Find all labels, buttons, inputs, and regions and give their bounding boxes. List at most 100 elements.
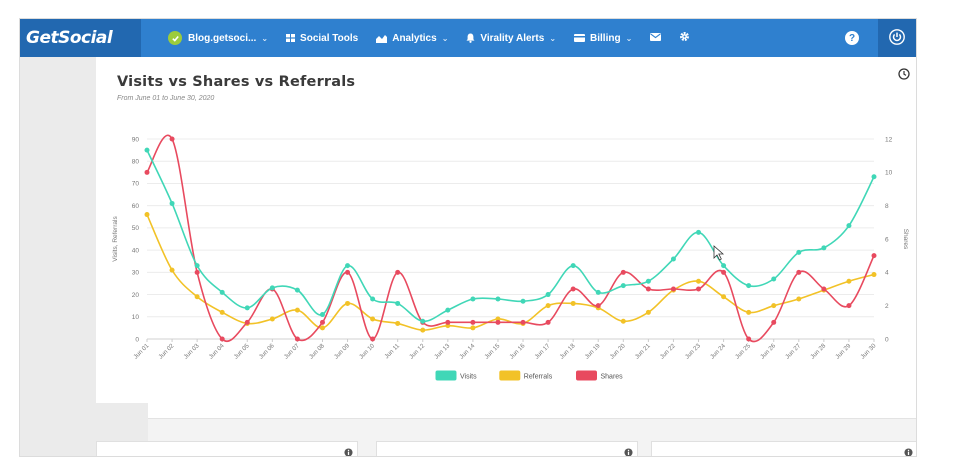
logout-button[interactable] (878, 19, 916, 57)
site-selector-label: Blog.getsoci... (188, 32, 257, 44)
data-point-referrals (144, 212, 150, 218)
x-tick-label: Jun 27 (784, 342, 802, 360)
data-point-visits (570, 263, 576, 269)
data-point-visits (470, 296, 476, 302)
data-point-shares (696, 286, 702, 292)
x-tick-label: Jun 02 (157, 342, 175, 360)
y-tick-label: 10 (132, 314, 140, 321)
x-tick-label: Jun 10 (358, 342, 376, 360)
data-point-referrals (746, 309, 752, 315)
info-icon[interactable] (344, 444, 353, 456)
x-tick-label: Jun 07 (283, 342, 301, 360)
data-point-shares (345, 269, 351, 275)
x-tick-label: Jun 01 (132, 342, 150, 360)
x-tick-label: Jun 25 (734, 342, 752, 360)
data-point-visits (169, 200, 175, 206)
site-selector[interactable]: Blog.getsoci... ⌄ (159, 19, 277, 57)
data-point-visits (420, 318, 426, 324)
data-point-visits (269, 285, 275, 291)
help-button[interactable]: ? (836, 19, 868, 57)
x-tick-label: Jun 22 (659, 342, 677, 360)
data-point-referrals (871, 272, 877, 278)
legend-label-referrals: Referrals (524, 374, 553, 381)
y-tick-label: 30 (132, 270, 140, 277)
envelope-icon (650, 32, 662, 44)
x-tick-label: Jun 21 (634, 342, 652, 360)
x-tick-label: Jun 23 (684, 342, 702, 360)
bell-icon (466, 33, 475, 43)
data-point-referrals (570, 300, 576, 306)
chevron-down-icon: ⌄ (261, 33, 269, 43)
x-tick-label: Jun 12 (408, 342, 426, 360)
data-point-referrals (545, 303, 551, 309)
chevron-down-icon: ⌄ (441, 33, 449, 43)
y2-tick-label: 2 (885, 303, 889, 310)
data-point-referrals (846, 278, 852, 284)
data-point-referrals (696, 278, 702, 284)
line-chart: 0 10 20 30 40 50 60 70 80 90 0 2 4 6 8 10 12 Visits, Refe… (112, 134, 909, 381)
data-point-shares (194, 269, 200, 275)
y-tick-label: 90 (132, 136, 140, 143)
y-tick-label: 0 (135, 336, 139, 343)
legend-label-shares: Shares (601, 374, 624, 381)
y-tick-label: 20 (132, 292, 140, 299)
x-tick-label: Jun 06 (258, 342, 276, 360)
data-point-shares (821, 286, 827, 292)
y2-tick-label: 12 (885, 136, 893, 143)
y-tick-label: 80 (132, 159, 140, 166)
nav-billing-label: Billing (590, 32, 621, 44)
x-tick-label: Jun 29 (834, 342, 852, 360)
data-point-visits (645, 278, 651, 284)
data-point-referrals (645, 309, 651, 315)
data-point-shares (144, 169, 150, 175)
data-point-visits (721, 263, 727, 269)
chart-subtitle: From June 01 to June 30, 2020 (117, 95, 215, 102)
brand-logo[interactable]: GetSocial (20, 19, 141, 57)
x-tick-label: Jun 15 (483, 342, 501, 360)
data-point-shares (294, 336, 300, 342)
data-point-visits (746, 283, 752, 289)
y-tick-label: 50 (132, 225, 140, 232)
info-icon[interactable] (904, 444, 913, 456)
data-point-visits (846, 223, 852, 229)
sidebar (20, 57, 96, 456)
y2-tick-label: 10 (885, 170, 893, 177)
data-point-visits (319, 312, 325, 318)
nav-analytics[interactable]: Analytics ⌄ (367, 19, 457, 57)
nav-billing[interactable]: Billing ⌄ (565, 19, 641, 57)
y2-tick-label: 0 (885, 336, 889, 343)
x-tick-label: Jun 28 (809, 342, 827, 360)
data-point-visits (821, 245, 827, 251)
nav-social-tools-label: Social Tools (300, 32, 359, 44)
y2-axis-title: Shares (902, 229, 909, 250)
nav-social-tools[interactable]: Social Tools (277, 19, 367, 57)
x-tick-label: Jun 24 (709, 342, 727, 360)
data-point-visits (219, 289, 225, 295)
widget-panel-2 (376, 441, 638, 456)
data-point-visits (796, 249, 802, 255)
data-point-shares (520, 319, 526, 325)
x-tick-label: Jun 30 (859, 342, 877, 360)
data-point-shares (595, 303, 601, 309)
data-point-referrals (771, 303, 777, 309)
info-icon[interactable] (624, 444, 633, 456)
data-point-visits (595, 289, 601, 295)
y2-tick-label: 8 (885, 203, 889, 210)
nav-settings[interactable] (670, 19, 699, 57)
y-axis-title: Visits, Referrals (112, 216, 119, 262)
legend-swatch-referrals (499, 370, 521, 381)
data-point-referrals (395, 320, 401, 326)
clock-icon[interactable] (898, 67, 910, 85)
x-tick-label: Jun 17 (533, 342, 551, 360)
app-window: GetSocial Blog.getsoci... ⌄ Social Tools… (19, 18, 917, 457)
nav-messages[interactable] (641, 19, 670, 57)
data-point-shares (746, 336, 752, 342)
data-point-referrals (194, 294, 200, 300)
x-tick-label: Jun 09 (333, 342, 351, 360)
data-point-visits (696, 229, 702, 235)
nav-virality-alerts[interactable]: Virality Alerts ⌄ (457, 19, 565, 57)
data-point-visits (771, 276, 777, 282)
data-point-referrals (269, 316, 275, 322)
data-point-visits (520, 298, 526, 304)
data-point-visits (871, 174, 877, 180)
